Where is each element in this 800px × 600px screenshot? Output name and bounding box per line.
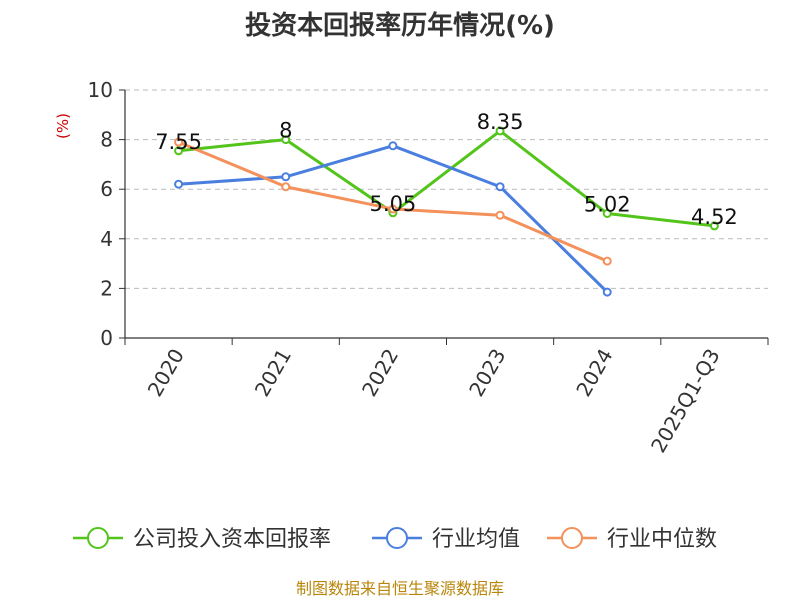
series-0-point-2024 <box>602 209 612 219</box>
y-tick-label-10: 10 <box>88 78 113 102</box>
series-1-point-2023 <box>495 182 505 192</box>
series-2-point-2020 <box>174 137 184 147</box>
data-label-2024: 5.02 <box>584 193 631 217</box>
source-note: 制图数据来自恒生聚源数据库 <box>296 579 504 598</box>
y-tick-label-4: 4 <box>100 227 113 251</box>
legend-label-2: 行业中位数 <box>607 527 717 552</box>
series-2-point-2023 <box>495 210 505 220</box>
data-label-2025Q1-Q3: 4.52 <box>691 205 738 229</box>
data-label-2020: 7.55 <box>155 130 202 154</box>
legend-marker-2 <box>561 527 583 549</box>
y-tick-label-2: 2 <box>100 276 113 300</box>
series-1-point-2022 <box>388 141 398 151</box>
legend-marker-1 <box>386 527 408 549</box>
series-0-point-2023 <box>495 126 505 136</box>
y-tick-label-8: 8 <box>100 128 113 152</box>
series-2-point-2021 <box>281 182 291 192</box>
series-0-point-2020 <box>174 146 184 156</box>
legend-label-0: 公司投入资本回报率 <box>133 527 331 552</box>
data-label-2021: 8 <box>279 119 292 143</box>
series-2-point-2022 <box>388 204 398 214</box>
x-tick-label-2020: 2020 <box>143 345 189 401</box>
series-1-point-2020 <box>174 179 184 189</box>
y-tick-label-6: 6 <box>100 177 113 201</box>
data-label-2022: 5.05 <box>370 192 417 216</box>
series-1-point-2021 <box>281 172 291 182</box>
x-tick-label-2021: 2021 <box>250 345 296 401</box>
series-0-point-2021 <box>281 135 291 145</box>
chart-title: 投资本回报率历年情况(%) <box>245 10 555 41</box>
legend-marker-0 <box>87 527 109 549</box>
series-2-point-2024 <box>602 256 612 266</box>
x-tick-label-2025Q1-Q3: 2025Q1-Q3 <box>646 345 725 457</box>
series-0-point-2025Q1-Q3 <box>709 221 719 231</box>
y-tick-label-0: 0 <box>100 326 113 350</box>
series-line-0 <box>178 129 715 228</box>
data-label-2023: 8.35 <box>477 110 524 134</box>
legend-label-1: 行业均值 <box>432 527 520 552</box>
x-tick-label-2022: 2022 <box>357 345 403 401</box>
series-1-point-2024 <box>602 287 612 297</box>
x-tick-label-2024: 2024 <box>571 345 617 401</box>
y-axis-label: (%) <box>54 113 72 139</box>
x-tick-label-2023: 2023 <box>464 345 510 401</box>
